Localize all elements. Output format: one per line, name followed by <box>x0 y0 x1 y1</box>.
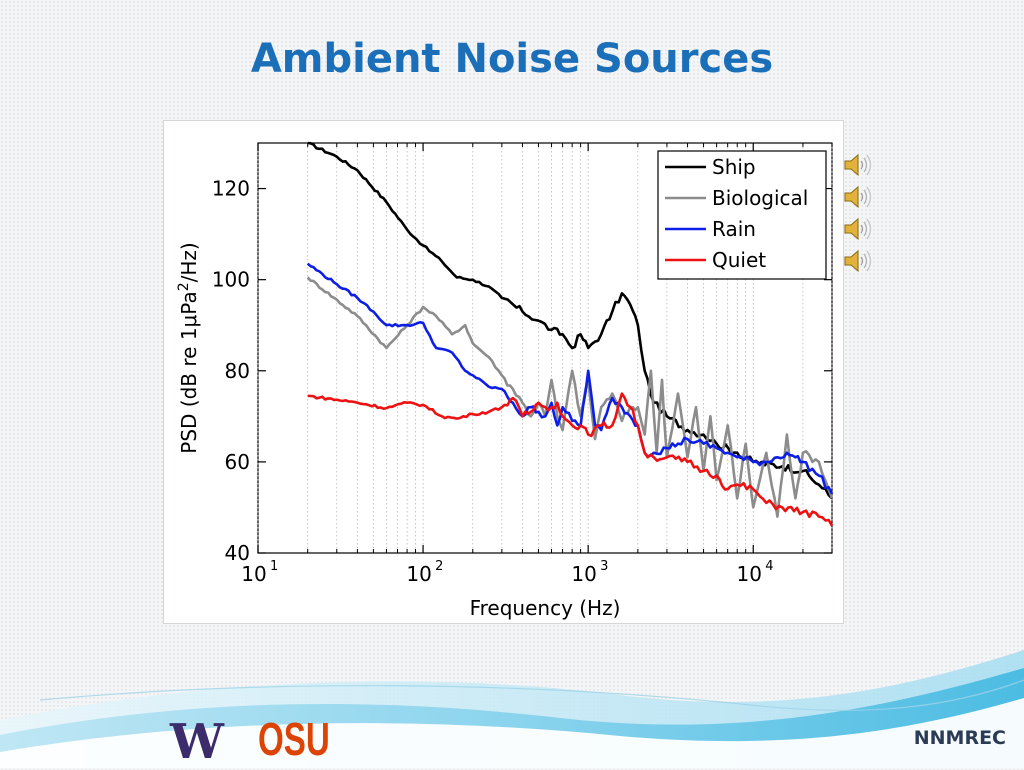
speaker-icon[interactable] <box>842 152 874 178</box>
legend: Ship Biological Rain Quiet <box>657 150 827 280</box>
y-tick-label: 120 <box>212 177 250 201</box>
series-line-quiet <box>307 392 834 527</box>
x-tick-label: 10 <box>737 562 762 586</box>
grid-lines <box>257 143 833 553</box>
y-tick-label: 80 <box>225 359 250 383</box>
legend-box <box>657 150 827 280</box>
slide-title: Ambient Noise Sources <box>250 36 774 82</box>
x-tick-exponent: 1 <box>270 559 278 574</box>
y-tick-label: 60 <box>225 450 250 474</box>
psd-chart: 10 1 10 2 10 3 10 4 40 60 80 100 120 Frequency (Hz) … <box>163 120 844 624</box>
footer-organization: NNMREC <box>913 727 1006 749</box>
y-axis-label: PSD (dB re 1μPa2/Hz) <box>176 242 201 453</box>
x-tick-exponent: 4 <box>765 559 773 574</box>
legend-label: Rain <box>712 217 756 241</box>
speaker-icon[interactable] <box>842 248 874 274</box>
legend-label: Biological <box>712 186 808 210</box>
legend-label: Ship <box>712 155 756 179</box>
osu-logo: OSU <box>258 713 330 765</box>
footer-wave-decoration <box>0 650 1024 768</box>
x-tick-label: 10 <box>406 562 431 586</box>
x-axis-label: Frequency (Hz) <box>470 596 621 620</box>
x-tick-exponent: 3 <box>600 559 608 574</box>
speaker-icon[interactable] <box>842 184 874 210</box>
series-lines <box>306 141 834 527</box>
legend-label: Quiet <box>712 248 766 272</box>
x-tick-label: 10 <box>241 562 266 586</box>
x-tick-exponent: 2 <box>435 559 443 574</box>
x-tick-label: 10 <box>571 562 596 586</box>
y-tick-label: 40 <box>225 541 250 565</box>
uw-logo: W <box>170 714 224 770</box>
speaker-icon[interactable] <box>842 216 874 242</box>
y-tick-label: 100 <box>212 268 250 292</box>
axis-ticks <box>257 143 833 554</box>
series-line-biological <box>306 276 834 518</box>
series-line-rain <box>306 262 834 495</box>
